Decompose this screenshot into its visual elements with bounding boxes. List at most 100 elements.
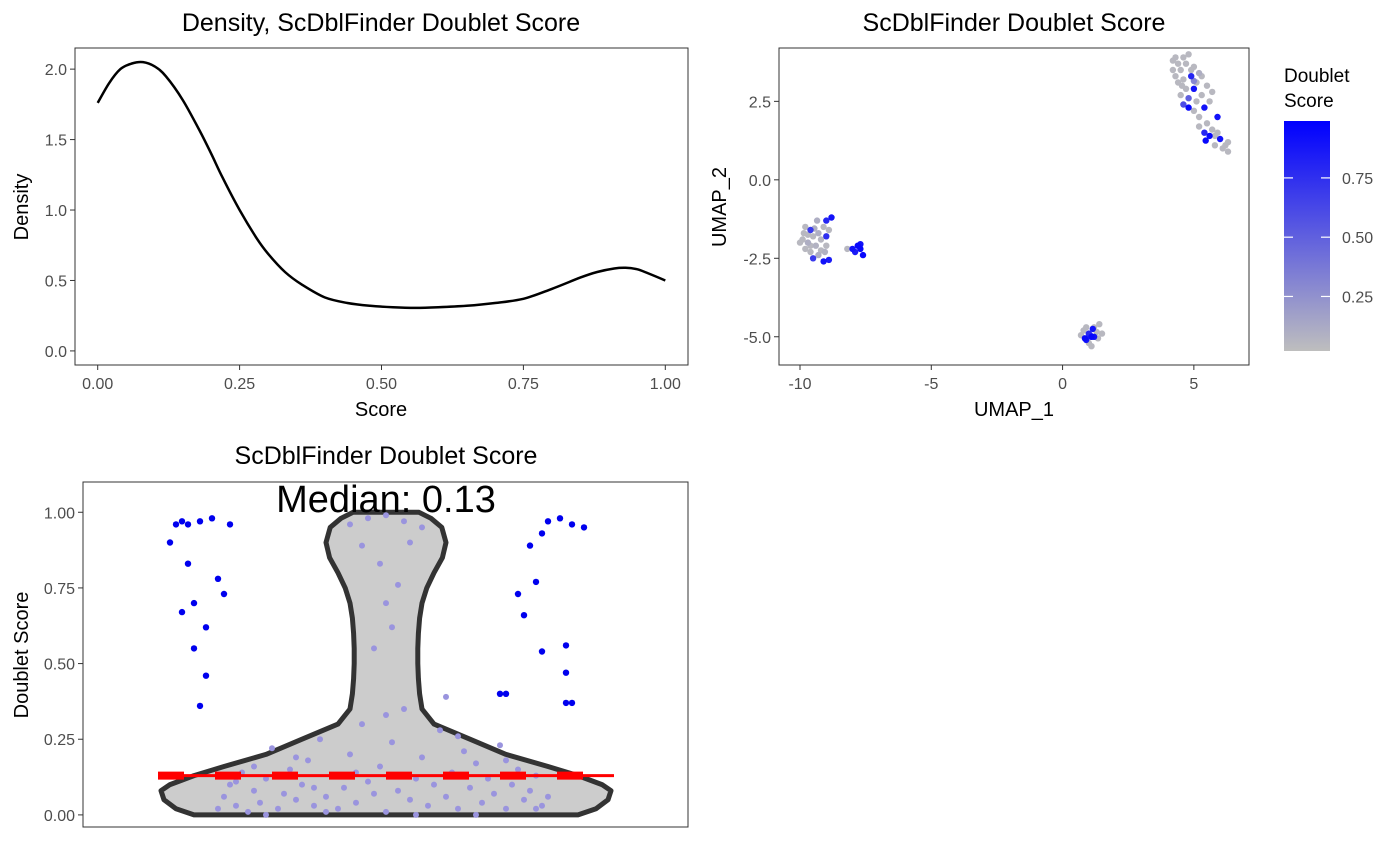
- violin-y-tick-label: 0.00: [44, 808, 75, 825]
- violin-outlier-point: [196, 518, 204, 525]
- umap-point: [1174, 60, 1182, 67]
- doublet-score-legend: Doublet Score 0.25 0.50 0.75: [1284, 66, 1373, 351]
- violin-inner-point: [425, 802, 431, 809]
- violin-inner-point: [407, 539, 413, 546]
- violin-outlier-point: [568, 521, 576, 528]
- umap-point: [1203, 82, 1211, 89]
- violin-inner-point: [413, 811, 419, 818]
- violin-inner-point: [311, 802, 317, 809]
- violin-outlier-point: [580, 524, 588, 531]
- umap-x-tick-label: -10: [788, 376, 811, 393]
- violin-inner-point: [419, 754, 425, 761]
- violin-inner-point: [443, 793, 449, 800]
- umap-point: [828, 214, 835, 221]
- legend-tick-label: 0.75: [1342, 171, 1373, 188]
- umap-point: [815, 251, 822, 259]
- violin-inner-point: [443, 693, 449, 700]
- violin-inner-point: [347, 521, 353, 528]
- violin-outlier-point: [190, 599, 198, 607]
- violin-inner-point: [311, 784, 317, 791]
- umap-title: ScDblFinder Doublet Score: [863, 9, 1166, 37]
- umap-point: [825, 256, 833, 264]
- umap-y-tick-label: -2.5: [743, 251, 771, 268]
- umap-point: [1096, 321, 1103, 328]
- legend-title-line-1: Doublet: [1284, 66, 1350, 87]
- violin-inner-point: [365, 778, 371, 785]
- violin-inner-point: [275, 805, 281, 812]
- umap-point: [823, 242, 830, 249]
- umap-point: [1190, 85, 1198, 93]
- umap-point: [817, 236, 825, 243]
- violin-panel: ScDblFinder Doublet Score 0.000.250.500.…: [11, 442, 689, 828]
- umap-point: [1081, 335, 1089, 342]
- violin-inner-point: [377, 560, 383, 567]
- violin-inner-point: [293, 796, 299, 803]
- density-x-tick-label: 0.50: [366, 376, 397, 393]
- density-x-tick-label: 0.00: [82, 376, 113, 393]
- violin-outlier-point: [532, 578, 540, 586]
- umap-point: [1211, 142, 1219, 149]
- umap-x-ticks: -10 -5 0 5: [788, 365, 1198, 393]
- umap-point: [1185, 104, 1192, 111]
- violin-inner-point: [383, 712, 389, 718]
- violin-inner-point: [221, 793, 227, 800]
- umap-x-tick-label: -5: [924, 376, 938, 393]
- umap-point: [1177, 91, 1184, 99]
- violin-inner-point: [371, 790, 377, 797]
- violin-inner-point: [437, 727, 443, 734]
- umap-y-tick-label: -5.0: [743, 330, 771, 347]
- umap-point: [1185, 95, 1192, 102]
- violin-inner-point: [227, 781, 233, 788]
- violin-inner-point: [503, 805, 509, 812]
- umap-point: [1214, 113, 1221, 121]
- umap-point: [844, 245, 851, 253]
- umap-point: [1177, 66, 1184, 74]
- umap-y-tick-label: 0.0: [749, 173, 771, 190]
- violin-inner-point: [473, 811, 479, 818]
- umap-point: [802, 245, 809, 253]
- umap-plot-area: [778, 47, 1250, 366]
- violin-outlier-points: [166, 515, 588, 710]
- density-title: Density, ScDblFinder Doublet Score: [182, 9, 580, 37]
- violin-inner-point: [545, 793, 551, 800]
- violin-outlier-point: [538, 530, 546, 537]
- umap-point: [1195, 123, 1203, 130]
- umap-point: [1206, 98, 1213, 105]
- legend-tick-label: 0.25: [1342, 289, 1373, 306]
- umap-point: [1185, 51, 1192, 58]
- umap-point: [1178, 82, 1186, 89]
- umap-point: [1169, 66, 1177, 74]
- violin-inner-point: [335, 805, 341, 812]
- density-x-ticks: 0.00 0.25 0.50 0.75 1.00: [82, 365, 681, 393]
- umap-point: [1088, 343, 1095, 350]
- umap-point: [1224, 148, 1232, 155]
- umap-point: [1188, 66, 1195, 74]
- violin-inner-point: [419, 524, 425, 531]
- umap-point: [807, 248, 814, 256]
- umap-point: [1209, 88, 1216, 96]
- violin-inner-point: [407, 796, 413, 803]
- umap-point: [1180, 54, 1187, 61]
- violin-title: ScDblFinder Doublet Score: [235, 442, 538, 470]
- violin-inner-point: [467, 784, 473, 791]
- violin-inner-point: [347, 751, 353, 758]
- umap-point: [1180, 76, 1187, 83]
- umap-point: [820, 258, 827, 265]
- violin-inner-point: [389, 624, 395, 631]
- density-x-tick-label: 0.75: [508, 376, 539, 393]
- density-y-tick-label: 0.5: [45, 273, 67, 290]
- violin-inner-point: [233, 802, 239, 809]
- violin-inner-point: [215, 805, 221, 812]
- violin-inner-point: [245, 808, 251, 815]
- violin-outlier-point: [226, 521, 234, 528]
- density-x-tick-label: 1.00: [650, 376, 681, 393]
- umap-point: [804, 239, 812, 246]
- violin-shape: [158, 509, 614, 818]
- umap-x-label: UMAP_1: [974, 399, 1054, 421]
- umap-point: [849, 245, 856, 253]
- violin-inner-point: [527, 787, 533, 794]
- violin-outlier-point: [214, 575, 222, 582]
- umap-point: [825, 226, 833, 234]
- violin-inner-point: [269, 745, 275, 752]
- violin-inner-point: [377, 763, 383, 770]
